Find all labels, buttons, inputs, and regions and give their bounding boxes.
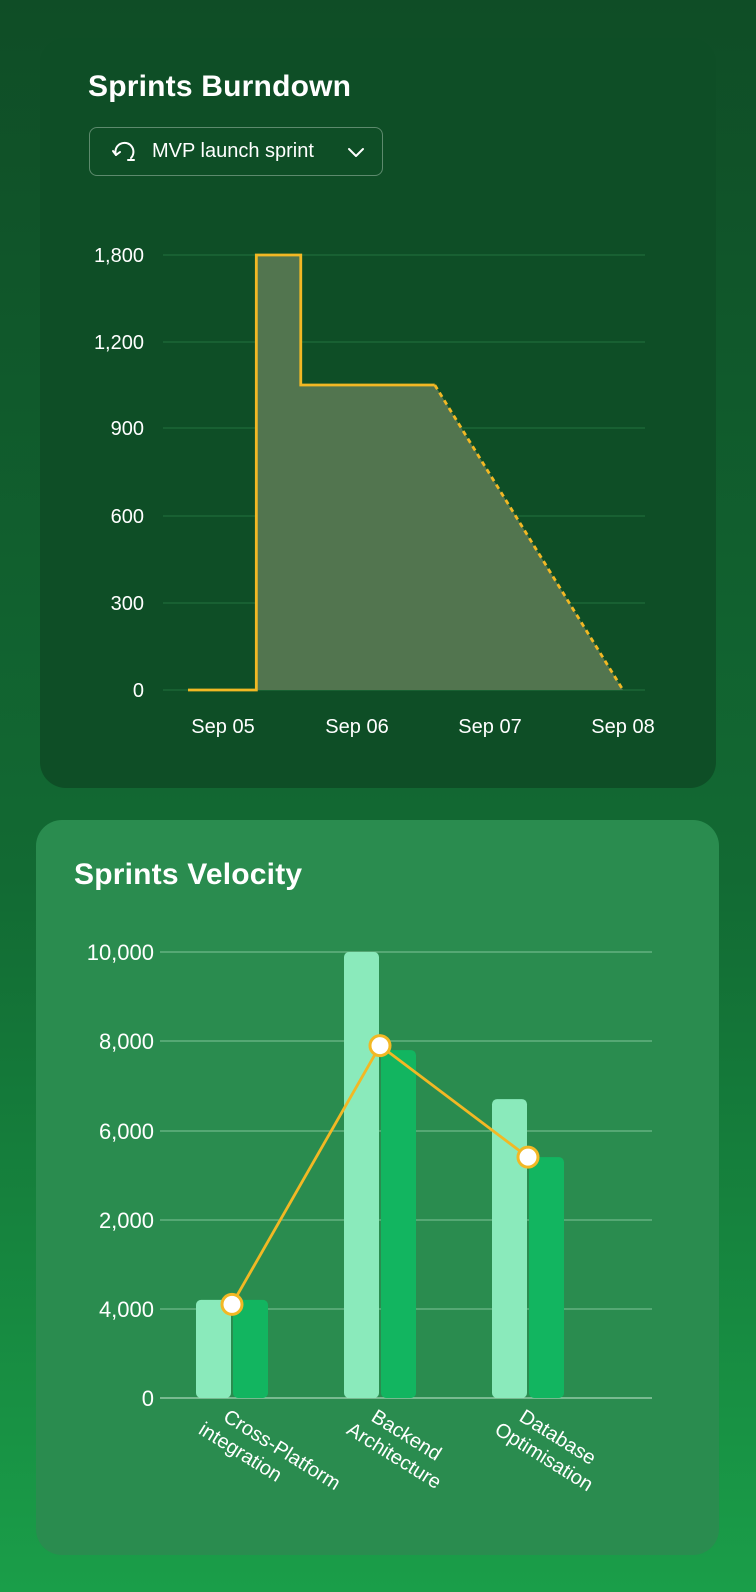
velocity-bar-light: [196, 1299, 231, 1398]
velocity-y-tick-label: 4,000: [99, 1297, 154, 1322]
velocity-y-tick-label: 0: [142, 1386, 154, 1411]
burndown-y-tick-label: 1,200: [94, 332, 144, 354]
burndown-x-tick-label: Sep 08: [591, 716, 654, 738]
velocity-bar-dark: [233, 1299, 268, 1398]
burndown-y-tick-label: 0: [133, 680, 144, 702]
velocity-bar-light: [492, 1099, 527, 1398]
sprint-selector-label: MVP launch sprint: [152, 140, 314, 162]
burndown-x-tick-label: Sep 05: [191, 716, 254, 738]
sprint-cycle-icon: [110, 138, 138, 166]
velocity-line: [230, 1043, 529, 1306]
velocity-y-tick-label: 6,000: [99, 1119, 154, 1144]
velocity-bar-dark: [529, 1157, 564, 1398]
velocity-y-tick-label: 2,000: [99, 1208, 154, 1233]
velocity-title: Sprints Velocity: [74, 858, 303, 891]
burndown-x-tick-label: Sep 07: [458, 716, 521, 738]
burndown-area-fill: [256, 255, 623, 690]
burndown-projected-line: [433, 384, 625, 691]
velocity-bar-dark: [381, 1050, 416, 1398]
burndown-y-tick-label: 300: [111, 593, 144, 615]
velocity-y-tick-label: 10,000: [87, 940, 154, 965]
velocity-line-point: [220, 1292, 244, 1316]
burndown-actual-line: [188, 253, 435, 692]
velocity-y-tick-label: 8,000: [99, 1029, 154, 1054]
velocity-bar-light: [344, 952, 379, 1398]
velocity-line-point: [516, 1145, 540, 1169]
sprint-selector-dropdown[interactable]: MVP launch sprint: [89, 127, 383, 176]
burndown-y-tick-label: 1,800: [94, 245, 144, 267]
chevron-down-icon: [344, 140, 368, 164]
burndown-y-tick-label: 600: [111, 506, 144, 528]
burndown-y-tick-label: 900: [111, 418, 144, 440]
velocity-line-point: [368, 1034, 392, 1058]
burndown-title: Sprints Burndown: [88, 70, 352, 103]
burndown-x-tick-label: Sep 06: [325, 716, 388, 738]
